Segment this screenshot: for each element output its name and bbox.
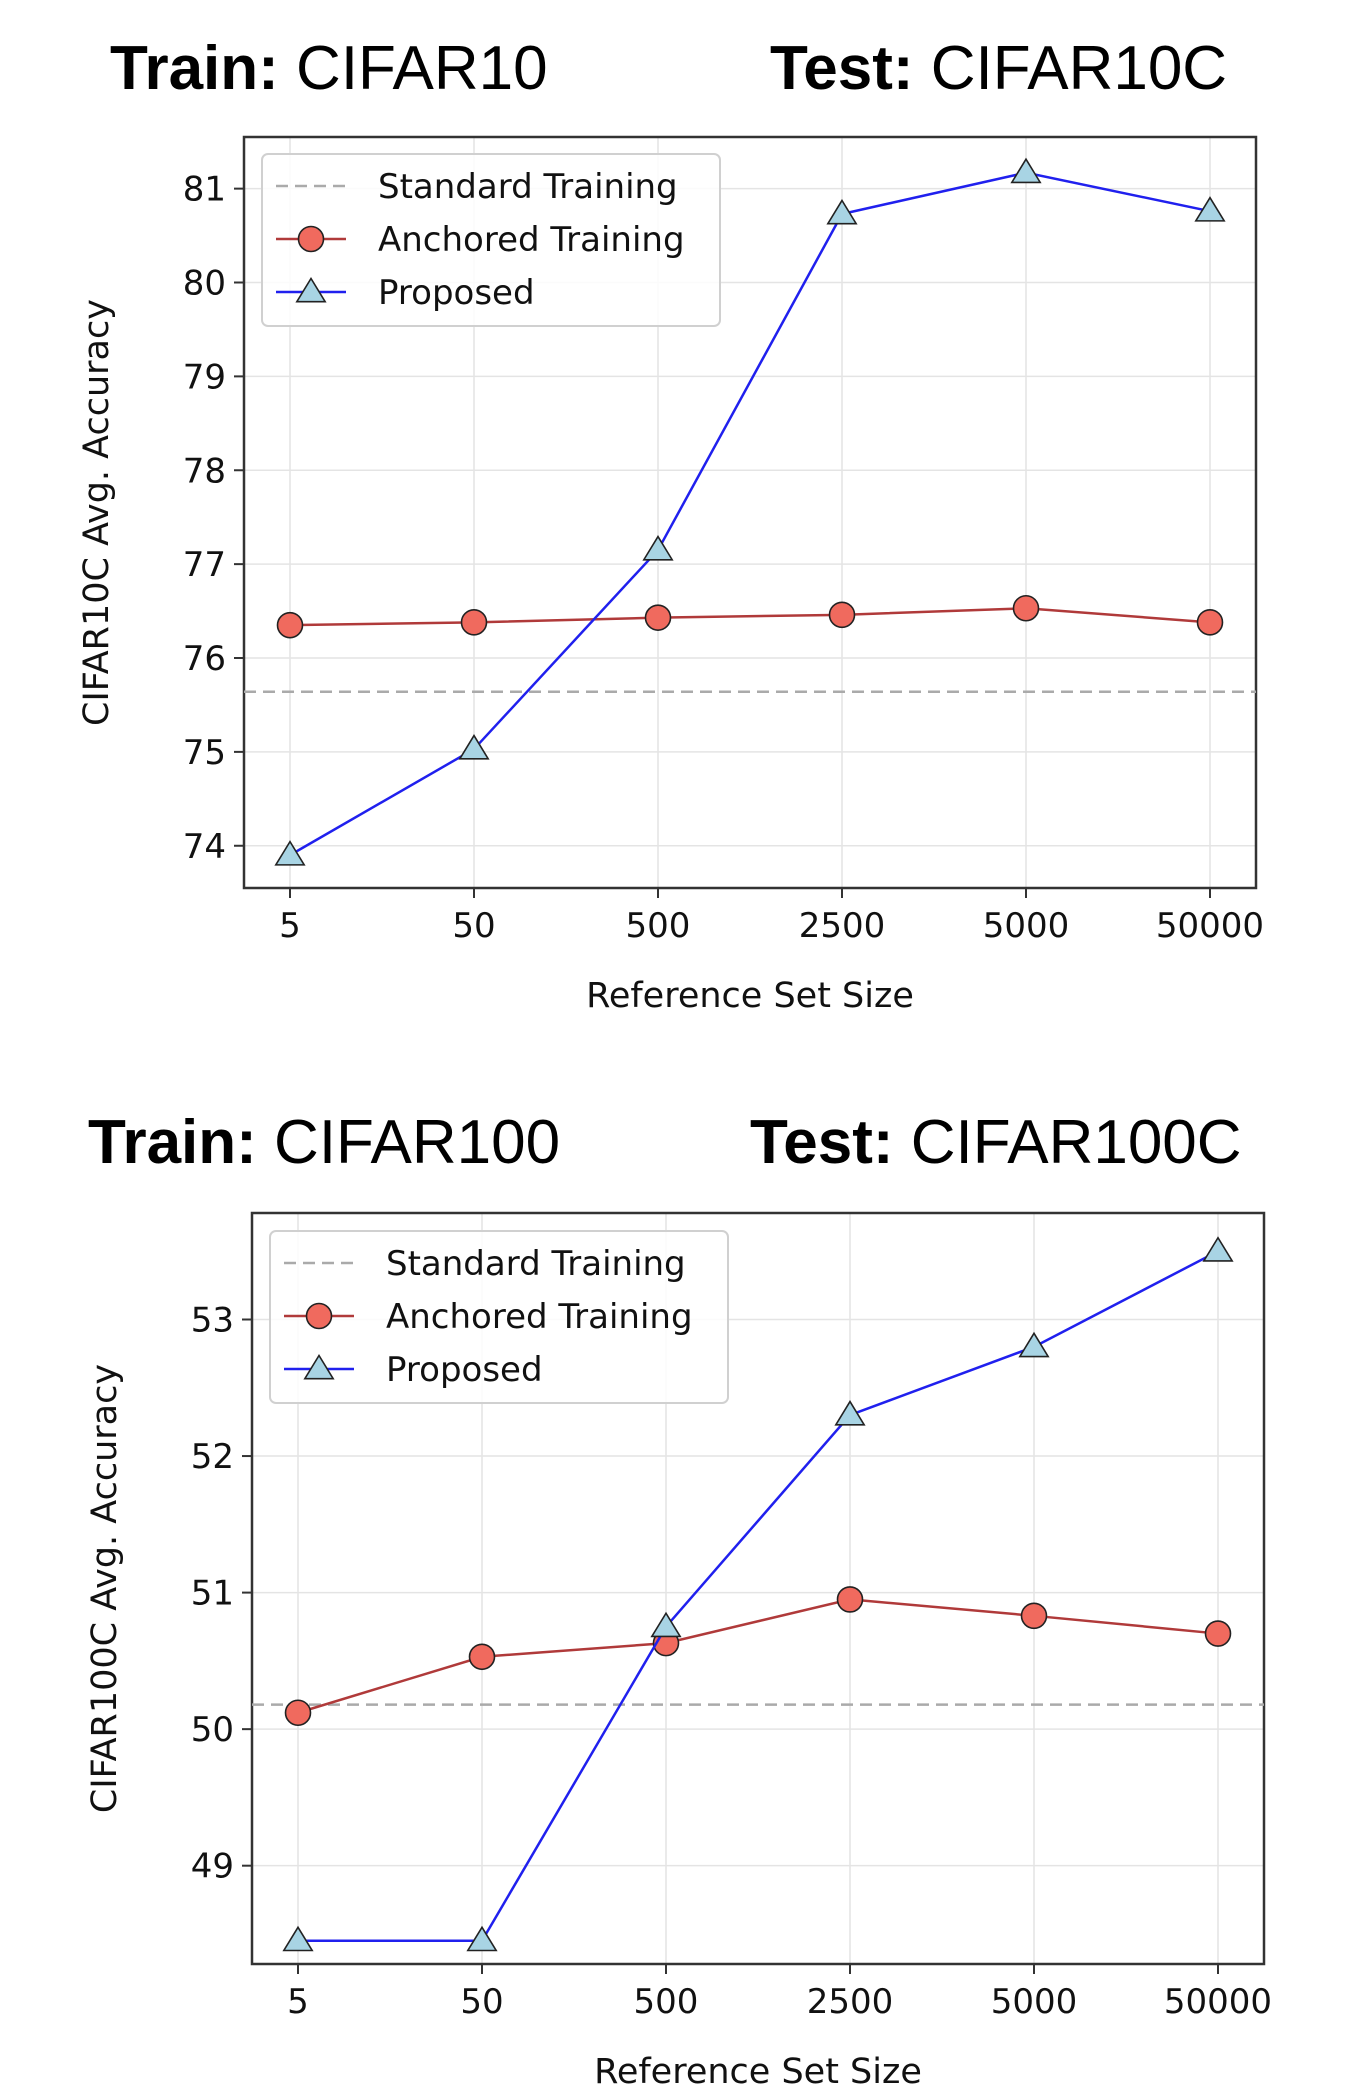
c2-series-1-point-1 xyxy=(468,1643,496,1671)
c1-series-1-line xyxy=(289,607,1211,627)
c1-grid xyxy=(244,137,1256,888)
panel1-train-value: CIFAR10 xyxy=(296,34,548,103)
c1-series-2-point-5 xyxy=(1194,196,1226,222)
c2-ytick-label-0: 49 xyxy=(191,1847,234,1887)
c1-ytick-label-5: 79 xyxy=(183,357,226,397)
panel1-test-value: CIFAR10C xyxy=(930,34,1228,103)
c1-legend-label-1: Anchored Training xyxy=(378,220,685,260)
c2-xtick-label-0: 5 xyxy=(287,1982,309,2022)
c1-series-2-line xyxy=(289,171,1211,857)
c1-xtick-label-5: 50000 xyxy=(1156,906,1264,946)
c1-series-2-point-2 xyxy=(642,535,674,561)
c2-series-2-point-5 xyxy=(1202,1236,1234,1262)
c1-series-2-point-0 xyxy=(274,840,306,866)
c2-legend-marker-1 xyxy=(305,1302,333,1330)
c2-legend-marker-2 xyxy=(303,1353,335,1380)
c1-plot-frame xyxy=(242,135,1258,890)
c1-series-1-point-2 xyxy=(644,604,672,631)
c2-legend-label-2: Proposed xyxy=(386,1350,543,1390)
c2-ytick-label-2: 51 xyxy=(191,1574,234,1614)
c2-xtick-label-2: 500 xyxy=(634,1982,699,2022)
c1-legend-label-2: Proposed xyxy=(378,273,535,313)
c1-legend-marker-2 xyxy=(295,276,327,303)
c2-ytick-label-4: 53 xyxy=(191,1301,234,1341)
c1-series-1-point-5 xyxy=(1196,609,1224,636)
c1-ytick-label-7: 81 xyxy=(183,170,226,210)
chart-cifar10c: 74 75 76 77 78 79 80 81 5 50 500 2500 5000 50000 Refer… xyxy=(77,135,1264,1016)
c2-legend: Standard Training Anchored Training Propos… xyxy=(269,1230,729,1404)
c1-series-2-point-4 xyxy=(1010,157,1042,184)
panel1-test-label: Test: xyxy=(770,34,914,103)
c2-legend-box xyxy=(269,1230,729,1404)
c2-legend-label-0: Standard Training xyxy=(386,1244,686,1284)
c2-legend-label-1: Anchored Training xyxy=(386,1297,693,1337)
c1-series-2 xyxy=(274,157,1226,866)
c1-ytick-label-0: 74 xyxy=(183,827,226,867)
c2-series-1-point-5 xyxy=(1204,1620,1232,1647)
c1-series-2-point-1 xyxy=(458,734,490,760)
c1-series-1-point-0 xyxy=(276,611,304,639)
c1-ylabel: CIFAR10C Avg. Accuracy xyxy=(77,299,117,726)
c2-series-2-point-3 xyxy=(834,1400,866,1426)
panel1-test-title: Test: CIFAR10C xyxy=(770,38,1227,100)
c1-legend: Standard Training Anchored Training Propos… xyxy=(261,153,721,327)
panel1-train-label: Train: xyxy=(110,34,279,103)
c1-xtick-label-1: 50 xyxy=(452,906,495,946)
c1-series-1 xyxy=(276,594,1224,639)
c2-xtick-label-5: 50000 xyxy=(1164,1982,1272,2022)
c2-series-2-line xyxy=(298,1250,1219,1943)
c1-legend-box xyxy=(261,153,721,327)
c1-series-2-point-3 xyxy=(826,198,858,225)
c2-series-1-point-3 xyxy=(836,1586,864,1613)
c2-xtick-label-1: 50 xyxy=(460,1982,503,2022)
c2-series-1-point-0 xyxy=(284,1699,312,1727)
panel2-train-title: Train: CIFAR100 xyxy=(88,1112,560,1174)
panel2-train-value: CIFAR100 xyxy=(274,1108,561,1177)
c1-xtick-label-2: 500 xyxy=(626,906,691,946)
panel2-test-value: CIFAR100C xyxy=(910,1108,1242,1177)
chart-cifar100c: 49 50 51 52 53 5 50 500 2500 5000 50000 Reference S… xyxy=(85,1211,1272,2085)
c2-series-1 xyxy=(284,1586,1232,1727)
c2-plot-frame xyxy=(250,1211,1266,1966)
c1-series-1-point-1 xyxy=(460,609,488,636)
panel1-train-title: Train: CIFAR10 xyxy=(110,38,548,100)
c1-series-1-point-3 xyxy=(828,601,856,629)
c2-series-2-point-2 xyxy=(650,1611,682,1638)
c1-ytick-label-1: 75 xyxy=(183,733,226,773)
c2-series-2-point-4 xyxy=(1018,1331,1050,1358)
c1-xtick-label-4: 5000 xyxy=(983,906,1070,946)
c1-ytick-label-6: 80 xyxy=(183,264,226,304)
c2-series-2-point-0 xyxy=(282,1925,314,1952)
c1-legend-marker-1 xyxy=(297,225,325,253)
c1-series-1-point-4 xyxy=(1012,594,1040,622)
c2-xtick-label-4: 5000 xyxy=(991,1982,1078,2022)
c1-xtick-label-0: 5 xyxy=(279,906,301,946)
c2-series-1-point-4 xyxy=(1020,1602,1048,1630)
c1-xtick-label-3: 2500 xyxy=(799,906,886,946)
c1-xlabel: Reference Set Size xyxy=(586,976,914,1016)
c1-ytick-label-4: 78 xyxy=(183,451,226,491)
c2-ytick-label-1: 50 xyxy=(191,1710,234,1750)
c2-xtick-label-3: 2500 xyxy=(807,1982,894,2022)
c1-legend-label-0: Standard Training xyxy=(378,167,678,207)
c2-xlabel: Reference Set Size xyxy=(594,2052,922,2085)
c2-series-1-line xyxy=(297,1598,1219,1714)
c1-ytick-label-2: 76 xyxy=(183,639,226,679)
c2-series-2 xyxy=(282,1236,1234,1952)
c1-ytick-label-3: 77 xyxy=(183,545,226,585)
c2-ytick-label-3: 52 xyxy=(191,1437,234,1477)
panel2-train-label: Train: xyxy=(88,1108,257,1177)
panel2-test-title: Test: CIFAR100C xyxy=(750,1112,1242,1174)
panel2-test-label: Test: xyxy=(750,1108,894,1177)
c2-series-2-point-1 xyxy=(466,1925,498,1952)
c2-ylabel: CIFAR100C Avg. Accuracy xyxy=(85,1364,125,1813)
